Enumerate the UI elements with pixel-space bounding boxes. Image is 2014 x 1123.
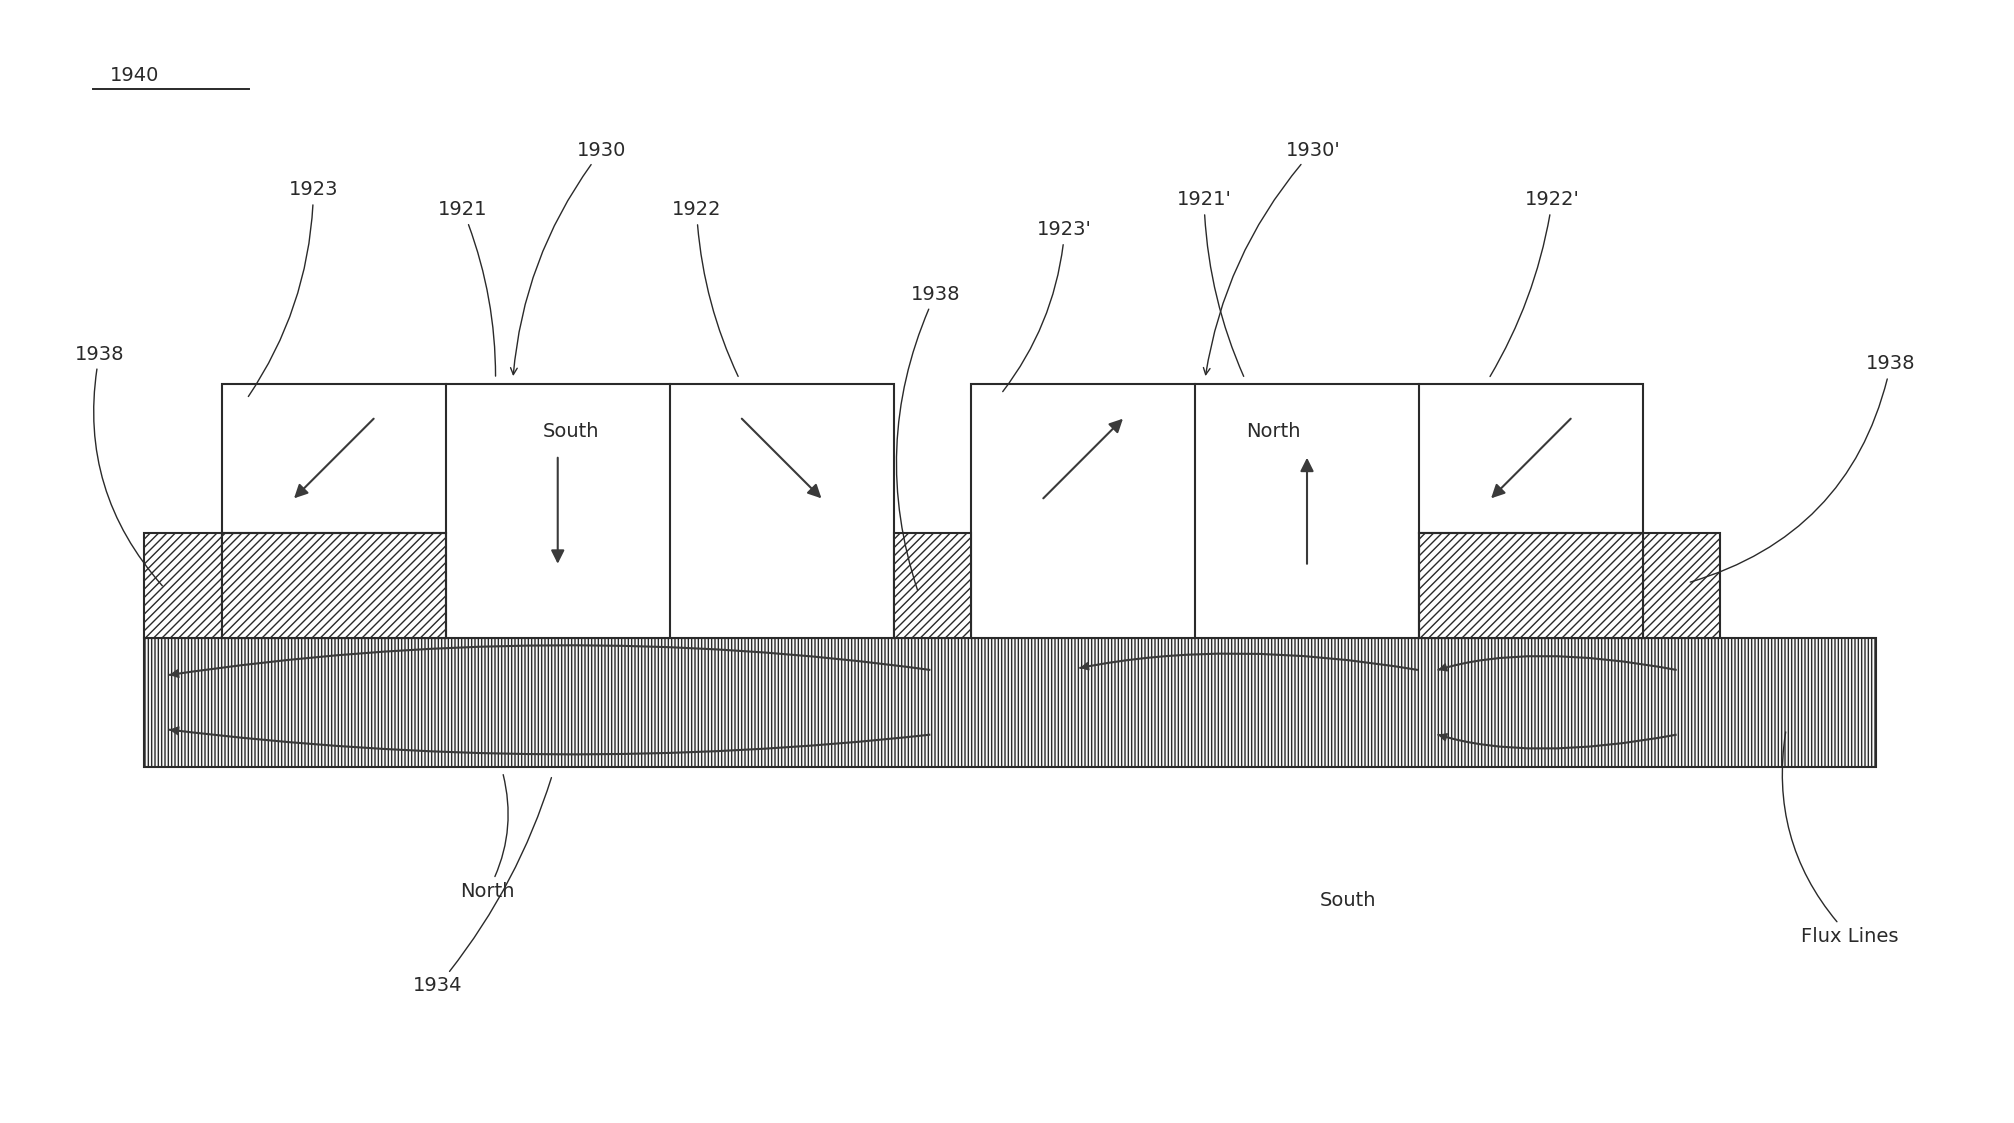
Bar [971,384,1643,638]
Bar [1420,533,1643,638]
Text: 1923: 1923 [248,181,338,396]
Bar [145,638,1875,767]
Text: South: South [1319,892,1376,911]
Text: South: South [544,422,600,440]
Text: 1938: 1938 [75,345,163,586]
Bar [145,533,222,638]
Text: 1923': 1923' [1003,220,1092,392]
Bar [1643,533,1720,638]
Text: North: North [1247,422,1301,440]
Text: 1938: 1938 [1690,355,1915,582]
Text: 1930': 1930' [1204,140,1341,375]
Text: 1921: 1921 [437,200,495,376]
Bar [222,384,894,638]
Text: 1938: 1938 [896,285,961,591]
Bar [222,533,445,638]
Bar [894,533,971,638]
Text: 1940: 1940 [109,66,159,85]
Text: 1922: 1922 [673,200,739,376]
Text: 1922': 1922' [1490,190,1579,376]
Text: North: North [461,775,516,901]
Text: 1930: 1930 [512,140,626,375]
Text: 1934: 1934 [413,777,552,995]
Text: Flux Lines: Flux Lines [1782,732,1899,946]
Text: 1921': 1921' [1176,190,1245,376]
